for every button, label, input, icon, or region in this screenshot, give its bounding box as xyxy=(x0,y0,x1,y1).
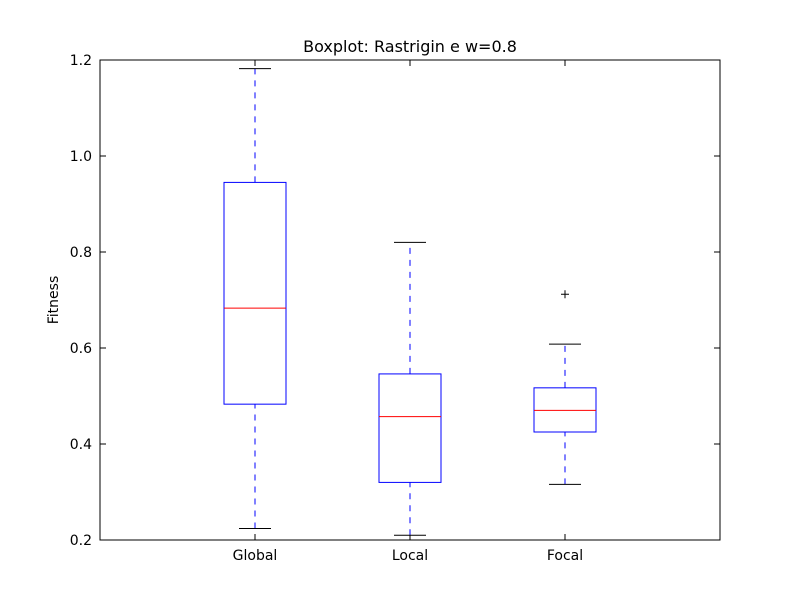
outlier-marker xyxy=(561,290,569,299)
plot-frame xyxy=(99,59,721,541)
y-tick-label: 1.2 xyxy=(70,53,92,69)
y-tick-label: 0.6 xyxy=(70,341,92,357)
y-tick-label: 1.0 xyxy=(70,149,92,165)
y-tick-label: 0.4 xyxy=(70,437,92,453)
y-axis-label: Fitness xyxy=(46,276,62,325)
plot-area: 0.2 0.4 0.6 0.8 1.0 1.2 Global Local Focal xyxy=(70,53,720,564)
iqr-box xyxy=(378,373,442,483)
y-tick-label: 0.8 xyxy=(70,245,92,261)
y-tick-label: 0.2 xyxy=(70,533,92,549)
x-tick-label: Global xyxy=(233,548,278,564)
iqr-box xyxy=(223,181,287,405)
chart-title: Boxplot: Rastrigin e w=0.8 xyxy=(303,37,517,56)
x-tick-label: Focal xyxy=(547,548,583,564)
x-tick-label: Local xyxy=(392,548,428,564)
